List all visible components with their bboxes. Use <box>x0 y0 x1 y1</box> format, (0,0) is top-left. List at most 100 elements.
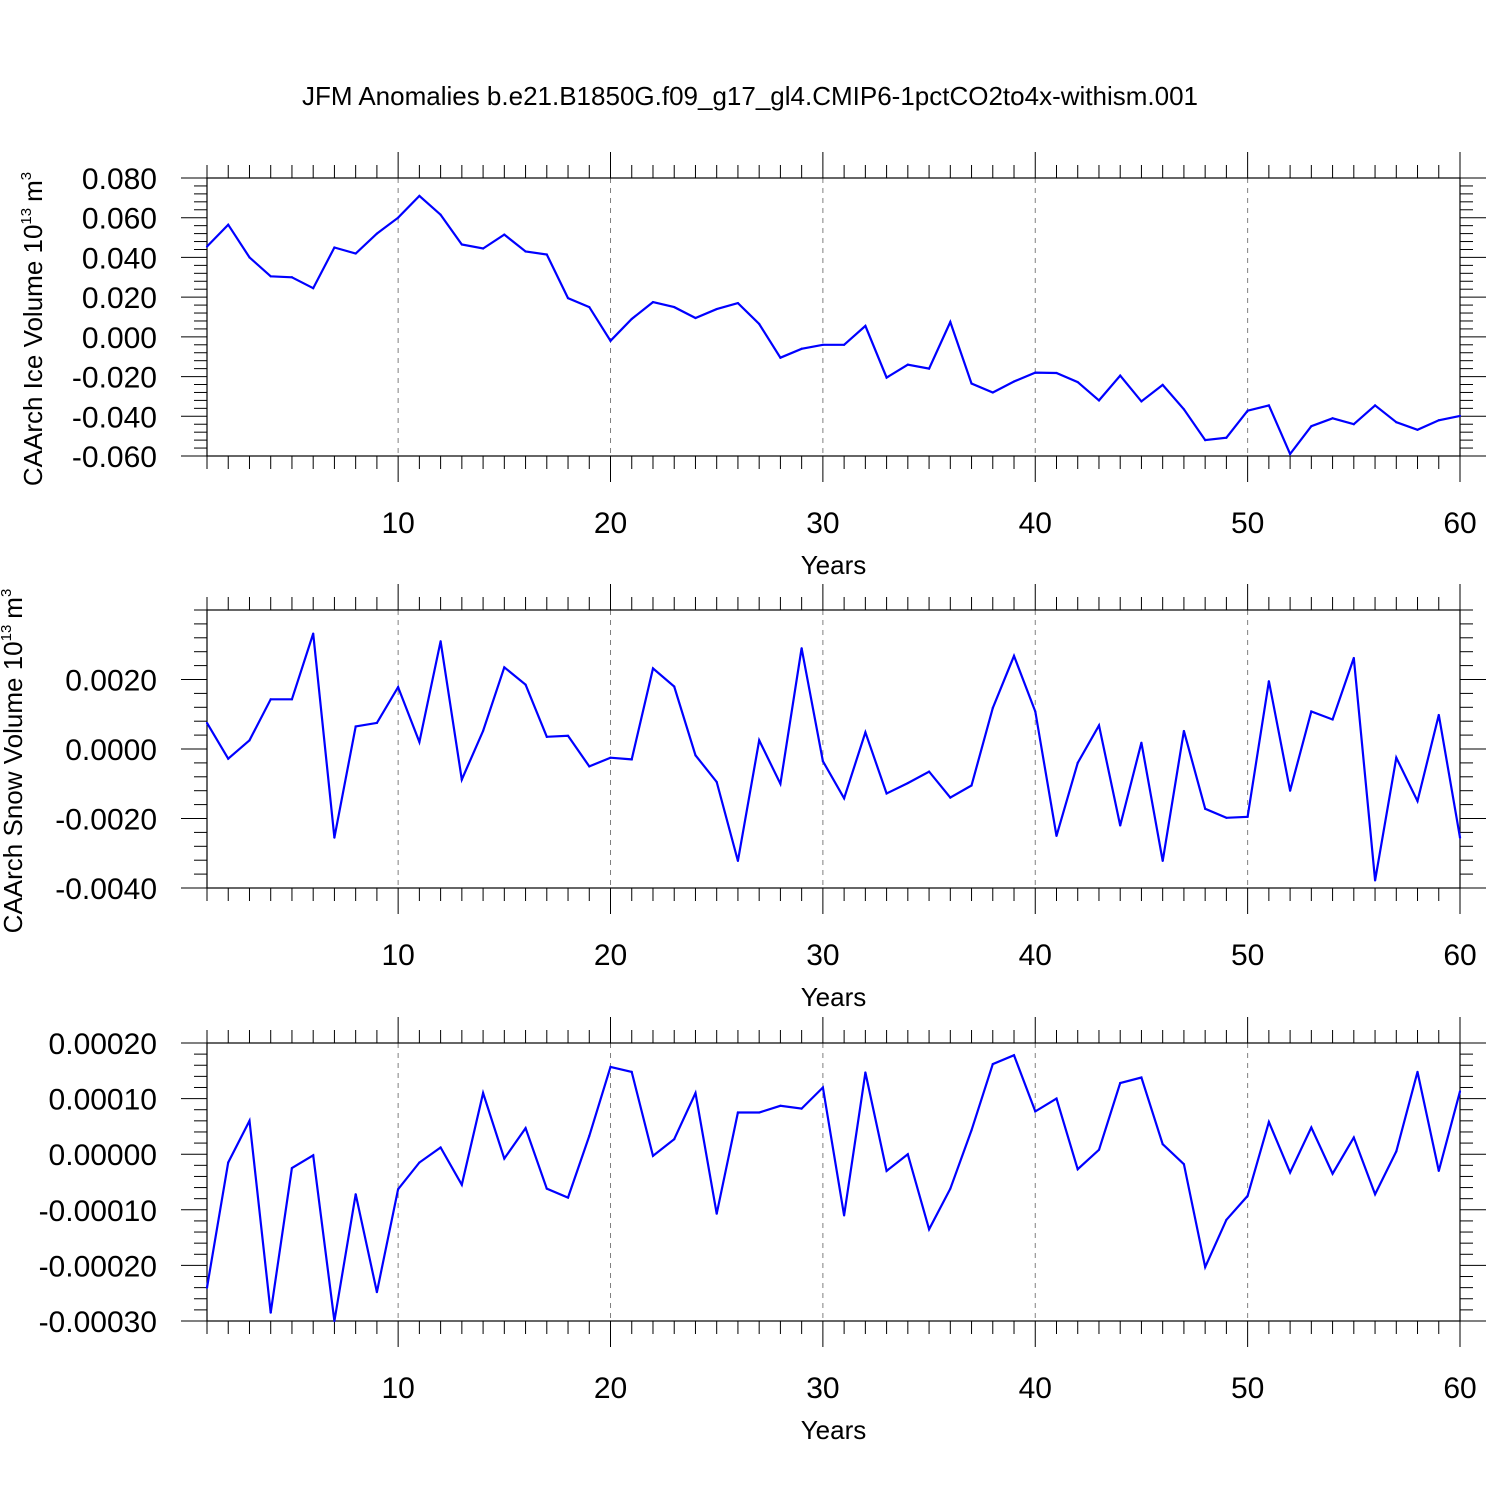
data-point <box>651 1154 655 1157</box>
data-point <box>1161 1143 1164 1146</box>
data-point <box>524 1126 527 1130</box>
y-tick-label: 0.020 <box>82 282 157 315</box>
data-point <box>1416 428 1419 431</box>
data-point <box>1352 423 1355 426</box>
y-tick-label: 0.00020 <box>49 1028 157 1061</box>
y-tick-label: -0.0020 <box>55 804 157 837</box>
data-point <box>439 640 442 643</box>
y-axis-title-part: m <box>0 597 28 619</box>
data-point <box>1458 1090 1462 1093</box>
data-point <box>1416 1070 1419 1074</box>
data-point <box>864 731 867 734</box>
x-axis-title: Years <box>801 550 867 580</box>
data-point <box>630 758 633 761</box>
data-point <box>354 725 357 728</box>
y-tick-label: -0.00030 <box>39 1306 157 1339</box>
data-point <box>779 356 782 359</box>
data-point <box>588 1134 591 1137</box>
data-point <box>312 632 315 635</box>
data-point <box>1055 1097 1058 1100</box>
y-tick-label: -0.020 <box>72 362 157 395</box>
data-point <box>651 301 655 304</box>
data-point <box>1331 1172 1334 1175</box>
data-point <box>333 836 336 839</box>
x-tick-label: 10 <box>381 507 414 540</box>
data-point <box>949 796 952 799</box>
data-point <box>1012 1054 1016 1057</box>
y-axis-title-superscript: 3 <box>0 589 15 597</box>
data-point <box>439 213 442 216</box>
data-point <box>736 1111 740 1114</box>
snow-volume-panel: 10 20 30 40 50 60 -0.0040 -0.0020 0.0000 0.0020 Ye… <box>0 584 1486 1012</box>
y-tick-label: -0.00020 <box>39 1250 157 1283</box>
data-point <box>227 1161 230 1164</box>
data-point <box>312 1154 315 1157</box>
series-line <box>206 194 1461 457</box>
data-point <box>715 307 718 311</box>
y-axis-title-superscript: 13 <box>18 208 35 225</box>
data-point <box>651 667 655 670</box>
data-point <box>1097 399 1101 402</box>
data-point <box>927 367 931 370</box>
series-line <box>206 633 1462 881</box>
x-tick-label: 50 <box>1231 507 1264 540</box>
data-point <box>1182 408 1186 411</box>
data-point <box>991 1063 994 1066</box>
data-point <box>460 778 463 781</box>
data-point <box>673 685 676 688</box>
data-point <box>1352 1136 1355 1139</box>
data-point <box>375 232 378 235</box>
chart-title: JFM Anomalies b.e21.B1850G.f09_g17_gl4.C… <box>302 81 1198 111</box>
series-line <box>205 1053 1462 1322</box>
data-point <box>1140 1076 1143 1079</box>
data-point <box>397 216 400 219</box>
data-point <box>333 1319 336 1323</box>
data-point <box>1097 724 1101 727</box>
data-point <box>566 297 570 300</box>
data-point <box>694 754 697 757</box>
data-point <box>1416 800 1419 803</box>
data-point <box>375 1290 378 1294</box>
data-point <box>630 1070 633 1074</box>
data-point <box>269 275 272 278</box>
x-tick-label: 10 <box>381 1372 414 1405</box>
data-point <box>1395 421 1398 424</box>
data-point <box>269 1311 272 1314</box>
data-point <box>970 1129 973 1132</box>
data-point <box>588 305 591 309</box>
data-point <box>1246 409 1249 412</box>
data-point <box>864 324 867 328</box>
data-point <box>694 316 697 320</box>
data-point <box>1140 400 1143 403</box>
data-point <box>397 1188 400 1191</box>
data-point <box>1034 710 1037 713</box>
data-point <box>1140 741 1143 744</box>
data-point <box>269 698 272 701</box>
y-tick-label: 0.0000 <box>65 734 157 767</box>
y-axis-title-superscript: 13 <box>0 625 15 642</box>
data-point <box>991 391 994 394</box>
y-axis-title-part: CAArch Ice Volume 10 <box>18 225 48 487</box>
x-tick-label: 40 <box>1019 1372 1052 1405</box>
data-point <box>1204 1265 1207 1269</box>
data-point <box>758 1111 761 1114</box>
data-point <box>248 1119 251 1122</box>
data-point <box>290 276 294 279</box>
data-point <box>736 302 740 305</box>
y-tick-label: 0.000 <box>82 322 157 355</box>
data-point <box>1119 824 1122 827</box>
ice-area-panel: 10 20 30 40 50 60 -0.00030 -0.00020 -0.00010 0.00… <box>39 1017 1486 1445</box>
data-point <box>673 305 676 309</box>
data-point <box>694 1091 697 1095</box>
data-point <box>397 686 400 689</box>
x-tick-label: 60 <box>1443 939 1476 972</box>
data-point <box>821 1086 824 1089</box>
y-tick-label: 0.080 <box>82 163 157 196</box>
data-point <box>1012 654 1016 657</box>
data-point <box>1161 383 1164 387</box>
x-tick-label: 60 <box>1443 507 1476 540</box>
y-tick-label: 0.060 <box>82 203 157 236</box>
y-tick-label: 0.0020 <box>65 665 157 698</box>
y-axis-title: CAArch Snow Volume 1013 m3 <box>0 589 28 934</box>
x-tick-label: 30 <box>806 1372 839 1405</box>
